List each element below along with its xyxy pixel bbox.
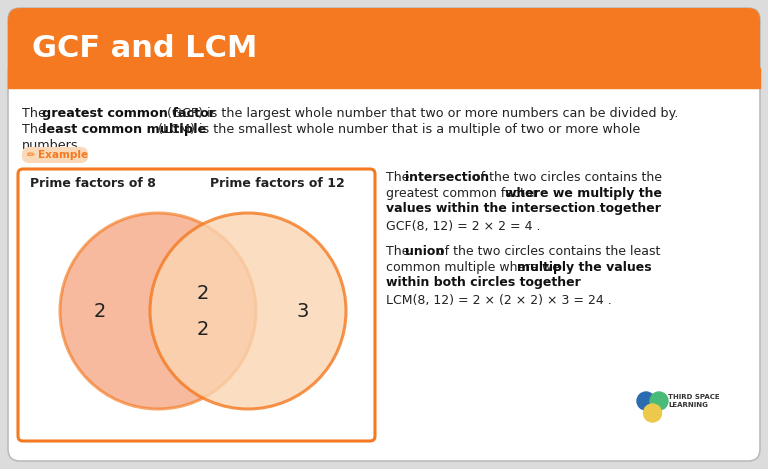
Text: union: union [405,245,444,258]
Circle shape [644,404,661,422]
Circle shape [650,392,668,410]
Text: LCM(8, 12) = 2 × (2 × 2) × 3 = 24 .: LCM(8, 12) = 2 × (2 × 2) × 3 = 24 . [386,294,612,307]
FancyBboxPatch shape [18,169,375,441]
Text: The: The [386,171,413,184]
Bar [8,68,760,88]
Text: Prime factors of 12: Prime factors of 12 [210,177,345,190]
Text: .: . [596,202,600,215]
Circle shape [60,213,256,409]
Text: greatest common factor: greatest common factor [386,187,541,199]
Text: greatest common factor: greatest common factor [42,107,215,120]
FancyBboxPatch shape [8,8,760,88]
Text: numbers.: numbers. [22,139,83,152]
FancyBboxPatch shape [22,147,88,163]
Text: common multiple where we: common multiple where we [386,260,564,273]
Text: 2: 2 [94,302,106,320]
Text: least common multiple: least common multiple [42,123,207,136]
Text: within both circles together: within both circles together [386,276,581,289]
FancyBboxPatch shape [8,8,760,461]
Text: 2: 2 [197,319,209,339]
Text: of the two circles contains the: of the two circles contains the [469,171,662,184]
Text: 2: 2 [197,283,209,303]
Text: (LCM) is the smallest whole number that is a multiple of two or more whole: (LCM) is the smallest whole number that … [154,123,641,136]
Text: The: The [386,245,413,258]
Circle shape [150,213,346,409]
Circle shape [637,392,655,410]
Text: ✏: ✏ [27,150,35,160]
Text: 3: 3 [296,302,310,320]
Text: values within the intersection together: values within the intersection together [386,202,661,215]
Text: Example: Example [38,150,88,160]
Text: .: . [535,276,539,289]
Text: (GCF) is the largest whole number that two or more numbers can be divided by.: (GCF) is the largest whole number that t… [163,107,678,120]
Text: The: The [22,107,50,120]
Text: GCF(8, 12) = 2 × 2 = 4 .: GCF(8, 12) = 2 × 2 = 4 . [386,219,541,233]
Text: THIRD SPACE: THIRD SPACE [668,394,720,400]
Text: intersection: intersection [405,171,489,184]
Text: where we multiply the: where we multiply the [505,187,662,199]
Text: Prime factors of 8: Prime factors of 8 [30,177,156,190]
Text: of the two circles contains the least: of the two circles contains the least [433,245,660,258]
Text: The: The [22,123,50,136]
Text: GCF and LCM: GCF and LCM [32,33,257,62]
Text: LEARNING: LEARNING [668,402,708,408]
Text: multiply the values: multiply the values [517,260,651,273]
